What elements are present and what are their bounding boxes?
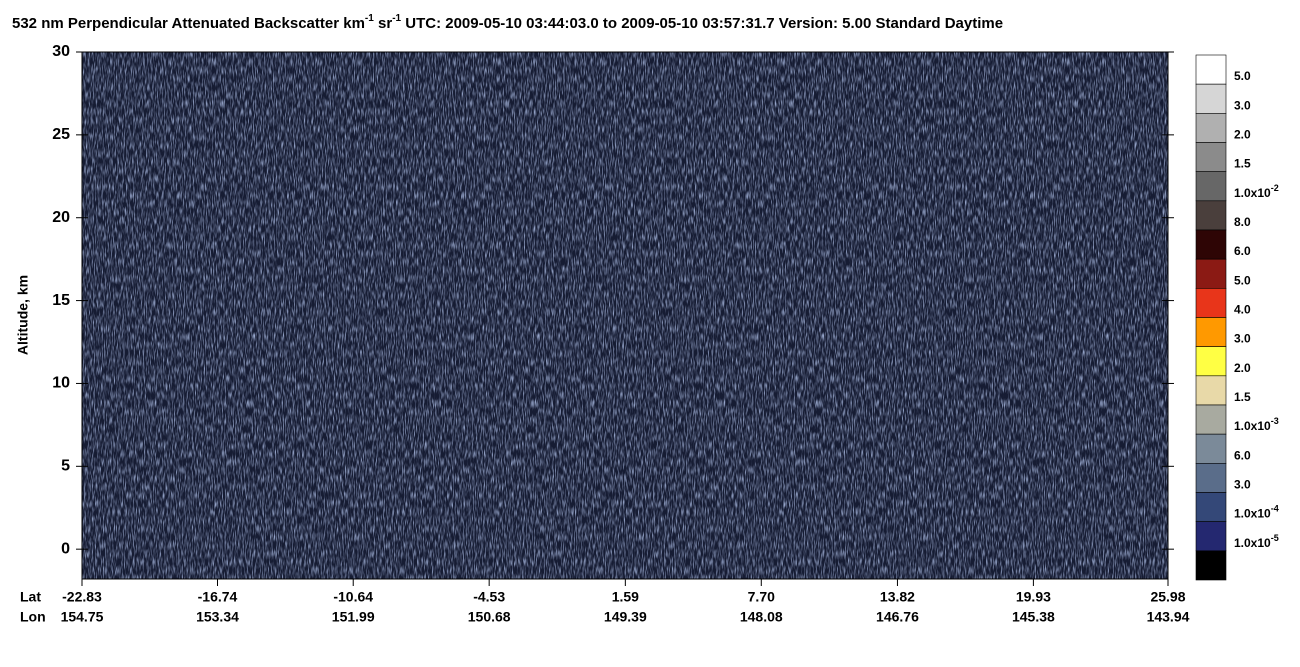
colorbar-label-exp: -2 (1271, 183, 1279, 193)
colorbar-swatch (1195, 200, 1227, 231)
colorbar-swatch (1195, 229, 1227, 260)
colorbar-swatch (1195, 113, 1227, 143)
colorbar-label-base: 5.0 (1234, 69, 1251, 83)
colorbar-swatch (1195, 142, 1227, 172)
colorbar-label: 1.5 (1234, 157, 1251, 171)
x2-axis-label: Lon (20, 609, 46, 625)
colorbar-label-base: 2.0 (1234, 361, 1251, 375)
x-tick-label: 19.93 (1016, 589, 1051, 605)
x2-tick-label: 145.38 (1012, 609, 1055, 625)
colorbar-swatch (1195, 171, 1227, 202)
chart-title: 532 nm Perpendicular Attenuated Backscat… (12, 13, 1003, 32)
colorbar-label-base: 1.0x10 (1234, 507, 1271, 521)
colorbar-swatch (1195, 83, 1227, 114)
title-part: 532 nm Perpendicular Attenuated Backscat… (12, 15, 365, 32)
colorbar-label-base: 1.5 (1234, 157, 1251, 171)
colorbar-label-base: 3.0 (1234, 99, 1251, 113)
x2-tick-label: 149.39 (604, 609, 647, 625)
x2-tick-label: 146.76 (876, 609, 919, 625)
colorbar-label-exp: -4 (1271, 504, 1279, 514)
colorbar-swatch (1195, 346, 1227, 377)
y-tick-label: 0 (61, 540, 70, 557)
x2-tick-label: 154.75 (61, 609, 104, 625)
x-tick-label: -16.74 (198, 589, 238, 605)
colorbar-label: 2.0 (1234, 361, 1251, 375)
x-tick-label: 1.59 (612, 589, 639, 605)
title-part: sr (374, 15, 393, 32)
colorbar-label: 1.0x10-2 (1234, 183, 1279, 200)
colorbar-swatch (1195, 317, 1227, 347)
colorbar-swatch (1195, 550, 1227, 581)
x-tick-label: -10.64 (333, 589, 373, 605)
colorbar-label: 5.0 (1234, 69, 1251, 83)
colorbar-swatch (1195, 521, 1227, 552)
colorbar-swatch (1195, 54, 1227, 85)
colorbar-label: 5.0 (1234, 274, 1251, 288)
colorbar-label: 1.0x10-5 (1234, 533, 1279, 550)
y-tick-label: 15 (52, 292, 70, 309)
colorbar-label-base: 1.0x10 (1234, 536, 1271, 550)
plot-texture (82, 52, 1168, 579)
colorbar-swatch (1195, 375, 1227, 406)
title-part: -1 (392, 13, 401, 24)
colorbar-label: 4.0 (1234, 303, 1251, 317)
x-tick-label: 7.70 (748, 589, 775, 605)
colorbar-label-base: 2.0 (1234, 128, 1251, 142)
colorbar-label-exp: -3 (1271, 417, 1279, 427)
colorbar-label: 3.0 (1234, 99, 1251, 113)
y-tick-label: 20 (52, 209, 70, 226)
title-part: UTC: 2009-05-10 03:44:03.0 to 2009-05-10… (401, 15, 1003, 32)
colorbar-label-exp: -5 (1271, 533, 1279, 543)
colorbar-swatch (1195, 288, 1227, 318)
x2-tick-label: 143.94 (1147, 609, 1190, 625)
colorbar-label: 8.0 (1234, 215, 1251, 229)
colorbar-label-base: 6.0 (1234, 244, 1251, 258)
x2-tick-label: 150.68 (468, 609, 511, 625)
colorbar-label: 1.0x10-4 (1234, 504, 1279, 521)
colorbar-label: 1.0x10-3 (1234, 417, 1279, 434)
colorbar-swatch (1195, 258, 1227, 289)
colorbar-label-base: 5.0 (1234, 274, 1251, 288)
colorbar-label: 3.0 (1234, 478, 1251, 492)
colorbar-label: 6.0 (1234, 244, 1251, 258)
colorbar-label-base: 1.5 (1234, 390, 1251, 404)
colorbar-label: 2.0 (1234, 128, 1251, 142)
x-tick-label: 13.82 (880, 589, 915, 605)
colorbar-label-base: 3.0 (1234, 478, 1251, 492)
x-axis-label: Lat (20, 589, 41, 605)
x2-tick-label: 153.34 (196, 609, 239, 625)
colorbar-swatch (1195, 404, 1227, 435)
colorbar-label-base: 6.0 (1234, 449, 1251, 463)
colorbar-label-base: 1.0x10 (1234, 186, 1271, 200)
colorbar-swatch (1195, 463, 1227, 493)
x-tick-label: 25.98 (1150, 589, 1185, 605)
x-tick-label: -4.53 (473, 589, 505, 605)
colorbar-label: 1.5 (1234, 390, 1251, 404)
colorbar-swatch (1195, 433, 1227, 464)
colorbar-label: 3.0 (1234, 332, 1251, 346)
y-tick-label: 30 (52, 43, 70, 60)
x2-tick-label: 151.99 (332, 609, 375, 625)
colorbar-swatch (1195, 492, 1227, 522)
title-part: -1 (365, 13, 374, 24)
y-axis-label: Altitude, km (15, 275, 31, 355)
y-tick-label: 5 (61, 458, 70, 475)
y-tick-label: 10 (52, 375, 70, 392)
y-tick-label: 25 (52, 126, 70, 143)
colorbar-label-base: 1.0x10 (1234, 419, 1271, 433)
colorbar-label-base: 3.0 (1234, 332, 1251, 346)
colorbar-label: 6.0 (1234, 449, 1251, 463)
x-tick-label: -22.83 (62, 589, 102, 605)
colorbar-label-base: 8.0 (1234, 215, 1251, 229)
colorbar-label-base: 4.0 (1234, 303, 1251, 317)
x2-tick-label: 148.08 (740, 609, 783, 625)
